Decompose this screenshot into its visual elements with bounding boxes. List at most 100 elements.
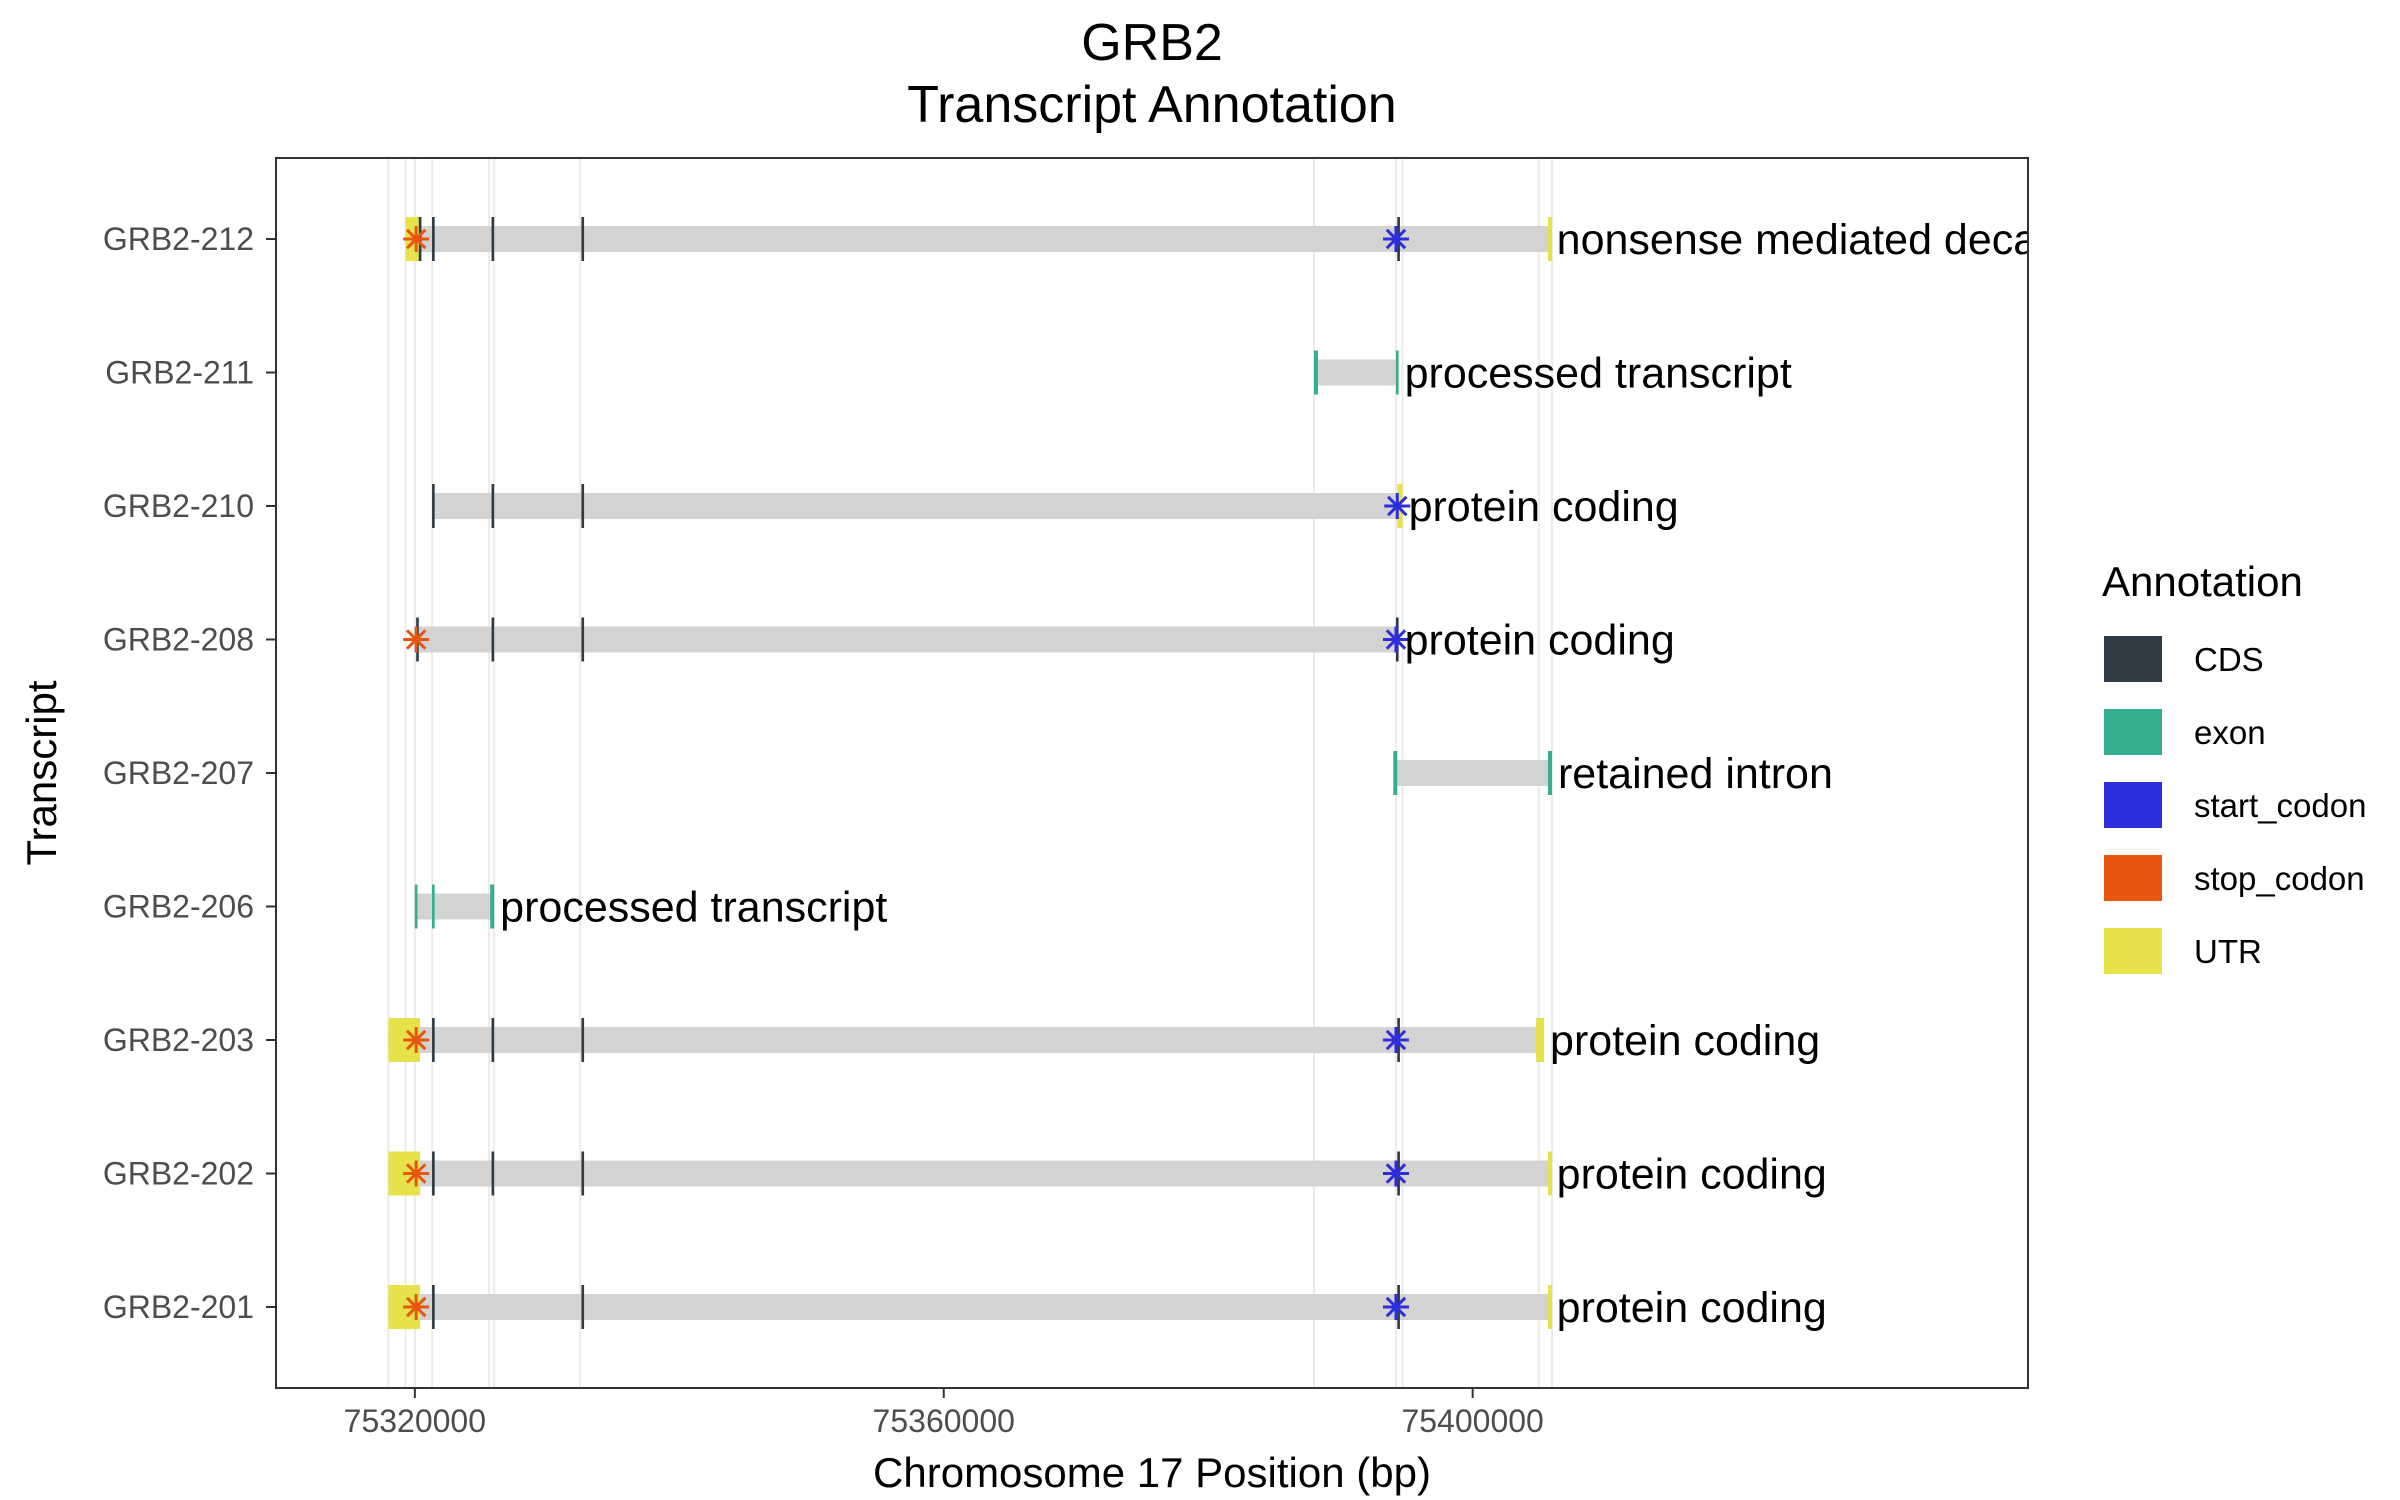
transcript-track-grb2-201: protein coding bbox=[388, 1284, 1827, 1332]
x-tick-label: 75400000 bbox=[1401, 1403, 1543, 1439]
feature-cds bbox=[581, 1151, 585, 1196]
legend-item-exon: exon bbox=[2104, 709, 2266, 755]
feature-exon bbox=[1393, 751, 1398, 795]
transcript-track-grb2-206: processed transcript bbox=[414, 884, 887, 932]
transcript-tracks: nonsense mediated decay processed transcr… bbox=[388, 216, 2060, 1332]
y-axis: GRB2-212 GRB2-211 GRB2-210 GRB2-208 GRB2-207… bbox=[103, 221, 276, 1325]
transcript-biotype-label: protein coding bbox=[1557, 1151, 1827, 1199]
feature-cds bbox=[432, 1018, 435, 1062]
transcript-track-grb2-208: protein coding bbox=[403, 617, 1675, 665]
transcript-track-grb2-211: processed transcript bbox=[1313, 350, 1792, 398]
x-axis: 75320000 75360000 75400000 bbox=[344, 1388, 1544, 1439]
start-codon-marker bbox=[1382, 1160, 1409, 1187]
stop-codon-marker-stroke bbox=[405, 228, 427, 250]
transcript-backbone bbox=[388, 1027, 1545, 1053]
legend-label: CDS bbox=[2194, 641, 2264, 678]
y-axis-title: Transcript bbox=[18, 680, 65, 865]
legend-label: stop_codon bbox=[2194, 860, 2365, 897]
chart-subtitle: Transcript Annotation bbox=[907, 76, 1396, 134]
y-tick-label: GRB2-202 bbox=[103, 1156, 254, 1192]
transcript-backbone bbox=[388, 1160, 1551, 1187]
feature-cds bbox=[581, 617, 585, 662]
legend-label: exon bbox=[2194, 714, 2266, 751]
chart-title: GRB2 bbox=[1081, 14, 1223, 72]
x-axis-title: Chromosome 17 Position (bp) bbox=[873, 1449, 1431, 1496]
feature-exon bbox=[1313, 350, 1318, 395]
transcript-backbone bbox=[405, 226, 1551, 252]
feature-cds bbox=[581, 484, 585, 528]
start-codon-marker-stroke bbox=[1387, 495, 1408, 517]
feature-cds bbox=[432, 484, 435, 528]
transcript-track-grb2-207: retained intron bbox=[1393, 750, 1833, 798]
legend-swatch bbox=[2104, 636, 2162, 682]
start-codon-marker-stroke bbox=[1385, 1163, 1407, 1184]
stop-codon-marker bbox=[403, 1294, 430, 1320]
feature-cds bbox=[491, 1151, 495, 1196]
legend-title: Annotation bbox=[2102, 558, 2303, 605]
transcript-track-grb2-212: nonsense mediated decay bbox=[403, 216, 2060, 264]
feature-exon bbox=[1548, 751, 1552, 795]
transcript-track-grb2-210: protein coding bbox=[432, 483, 1679, 531]
feature-cds bbox=[491, 617, 495, 662]
y-tick-label: GRB2-201 bbox=[103, 1289, 254, 1325]
legend-item-utr: UTR bbox=[2104, 928, 2262, 974]
x-tick-label: 75360000 bbox=[873, 1403, 1015, 1439]
legend-label: start_codon bbox=[2194, 787, 2366, 824]
x-tick-label: 75320000 bbox=[344, 1403, 486, 1439]
stop-codon-marker bbox=[403, 1160, 430, 1187]
feature-utr bbox=[1548, 1151, 1553, 1196]
feature-exon bbox=[414, 884, 418, 929]
legend-label: UTR bbox=[2194, 933, 2262, 970]
stop-codon-marker bbox=[403, 1027, 430, 1053]
feature-cds bbox=[432, 1151, 435, 1196]
feature-utr bbox=[1536, 1018, 1545, 1062]
feature-exon bbox=[490, 884, 495, 929]
stop-codon-marker bbox=[403, 226, 430, 252]
start-codon-marker bbox=[1382, 1027, 1409, 1053]
legend-swatch bbox=[2104, 928, 2162, 974]
stop-codon-marker-stroke bbox=[405, 1029, 427, 1051]
legend-swatch bbox=[2104, 782, 2162, 828]
feature-cds bbox=[491, 1018, 495, 1062]
y-tick-label: GRB2-210 bbox=[103, 488, 254, 524]
legend: Annotation CDS exon start_codon stop_codon U… bbox=[2102, 558, 2366, 974]
transcript-biotype-label: protein coding bbox=[1409, 483, 1679, 531]
transcript-biotype-label: protein coding bbox=[1557, 1284, 1827, 1332]
transcript-biotype-label: protein coding bbox=[1550, 1017, 1820, 1065]
start-codon-marker-stroke bbox=[1385, 228, 1407, 250]
transcript-backbone bbox=[414, 893, 495, 920]
legend-swatch bbox=[2104, 855, 2162, 901]
transcript-biotype-label: retained intron bbox=[1558, 750, 1833, 798]
start-codon-marker-stroke bbox=[1385, 1029, 1407, 1051]
feature-utr bbox=[1548, 1285, 1553, 1329]
transcript-backbone bbox=[388, 1294, 1551, 1320]
y-tick-label: GRB2-203 bbox=[103, 1022, 254, 1058]
start-codon-marker bbox=[1382, 226, 1409, 252]
feature-cds bbox=[581, 217, 585, 261]
stop-codon-marker-stroke bbox=[405, 629, 427, 650]
feature-utr bbox=[1548, 217, 1553, 261]
transcript-backbone bbox=[1393, 760, 1552, 786]
y-tick-label: GRB2-208 bbox=[103, 622, 254, 658]
legend-item-cds: CDS bbox=[2104, 636, 2264, 682]
start-codon-marker-stroke bbox=[1385, 1296, 1407, 1318]
legend-swatch bbox=[2104, 709, 2162, 755]
transcript-biotype-label: processed transcript bbox=[500, 884, 887, 932]
y-tick-label: GRB2-211 bbox=[105, 355, 254, 391]
y-tick-label: GRB2-206 bbox=[103, 889, 254, 925]
transcript-backbone bbox=[414, 626, 1399, 653]
start-codon-marker bbox=[1384, 493, 1411, 519]
transcript-track-grb2-202: protein coding bbox=[388, 1151, 1827, 1199]
transcript-biotype-label: nonsense mediated decay bbox=[1557, 216, 2060, 264]
feature-cds bbox=[491, 217, 495, 261]
stop-codon-marker-stroke bbox=[405, 1296, 427, 1318]
start-codon-marker bbox=[1382, 626, 1409, 653]
legend-item-stop-codon: stop_codon bbox=[2104, 855, 2365, 901]
feature-cds bbox=[581, 1018, 585, 1062]
transcript-backbone bbox=[1313, 359, 1399, 386]
feature-cds bbox=[491, 484, 495, 528]
transcript-backbone bbox=[432, 493, 1403, 519]
feature-exon bbox=[1395, 350, 1399, 395]
start-codon-marker bbox=[1382, 1294, 1409, 1320]
